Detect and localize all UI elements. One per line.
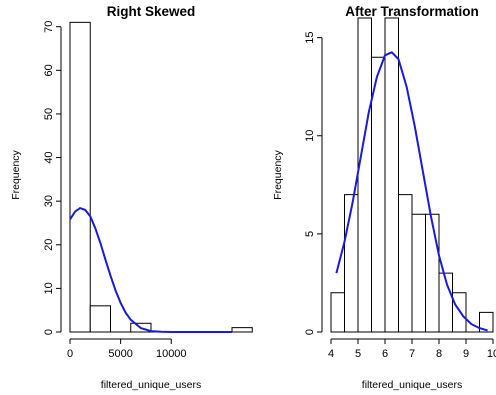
y-tick-label: 15 bbox=[304, 32, 316, 44]
histogram-bar bbox=[357, 17, 372, 333]
panel-right-skewed: Right Skewed filtered_unique_users Frequ… bbox=[10, 4, 253, 391]
y-axis-label: Frequency bbox=[272, 149, 284, 199]
x-tick-label: 4 bbox=[328, 348, 334, 360]
panel-after-transformation: After Transformation filtered_unique_use… bbox=[272, 4, 496, 391]
histogram-bar bbox=[231, 327, 253, 333]
histogram-bar bbox=[398, 194, 413, 333]
density-curve bbox=[69, 206, 232, 333]
histogram-bar bbox=[89, 305, 111, 333]
bars bbox=[330, 17, 494, 333]
y-tick-label: 50 bbox=[43, 108, 55, 120]
histogram-bar bbox=[330, 292, 345, 333]
x-tick-label: 8 bbox=[436, 348, 442, 360]
axes: 4 5 6 7 8 9 10 0 5 10 15 bbox=[304, 32, 496, 361]
y-axis-label: Frequency bbox=[10, 149, 22, 199]
x-tick-label: 6 bbox=[382, 348, 388, 360]
chart-title: After Transformation bbox=[345, 4, 479, 19]
x-tick-label: 5000 bbox=[108, 348, 132, 360]
y-tick-label: 40 bbox=[43, 151, 55, 163]
density-curve bbox=[335, 51, 488, 332]
y-tick-label: 20 bbox=[43, 239, 55, 251]
histogram-bar bbox=[479, 311, 494, 333]
x-tick-label: 7 bbox=[409, 348, 415, 360]
y-tick-label: 0 bbox=[43, 329, 55, 335]
bars bbox=[69, 21, 253, 333]
y-tick-label: 0 bbox=[304, 329, 316, 335]
histogram-bar bbox=[411, 213, 426, 333]
histogram-bar bbox=[425, 213, 440, 333]
y-tick-label: 5 bbox=[304, 231, 316, 237]
y-tick-label: 30 bbox=[43, 195, 55, 207]
histogram-bar bbox=[452, 292, 467, 333]
x-tick-label: 9 bbox=[463, 348, 469, 360]
histogram-bar bbox=[69, 21, 91, 333]
histogram-bar bbox=[344, 194, 359, 333]
axes: 0 5000 10000 0 10 20 30 40 50 60 70 bbox=[43, 21, 187, 360]
y-tick-label: 10 bbox=[43, 282, 55, 294]
x-axis-label: filtered_unique_users bbox=[362, 379, 462, 391]
x-tick-label: 0 bbox=[67, 348, 73, 360]
x-axis-label: filtered_unique_users bbox=[101, 379, 201, 391]
y-tick-label: 60 bbox=[43, 64, 55, 76]
chart-title: Right Skewed bbox=[107, 4, 196, 19]
x-tick-label: 10 bbox=[487, 348, 496, 360]
x-tick-label: 10000 bbox=[156, 348, 187, 360]
histogram-bar bbox=[384, 17, 399, 333]
x-tick-label: 5 bbox=[355, 348, 361, 360]
y-tick-label: 70 bbox=[43, 21, 55, 33]
y-tick-label: 10 bbox=[304, 130, 316, 142]
histogram-bar bbox=[371, 56, 386, 333]
